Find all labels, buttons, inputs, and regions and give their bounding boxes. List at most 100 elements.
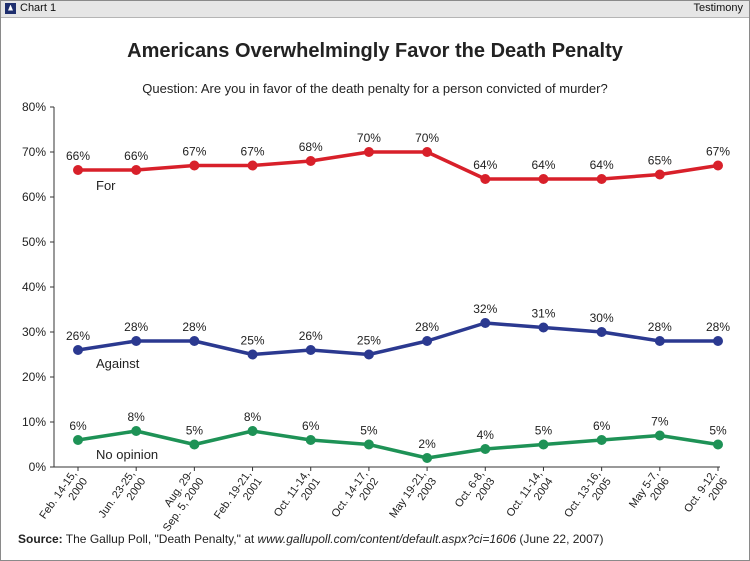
- data-label: 26%: [66, 329, 90, 343]
- y-tick-label: 20%: [22, 370, 46, 384]
- data-label: 28%: [706, 320, 730, 334]
- data-point: [480, 444, 491, 454]
- series-name-label: Against: [96, 356, 140, 371]
- data-point: [305, 156, 316, 166]
- data-label: 6%: [302, 419, 320, 433]
- y-tick-label: 0%: [29, 460, 47, 474]
- y-tick-label: 80%: [22, 100, 46, 114]
- data-point: [73, 165, 83, 175]
- x-tick-label: May 5-7,2006: [627, 468, 672, 510]
- data-label: 6%: [593, 419, 611, 433]
- data-point: [305, 345, 316, 355]
- data-point: [713, 336, 723, 346]
- data-point: [305, 435, 316, 445]
- data-label: 28%: [415, 320, 439, 334]
- data-label: 65%: [648, 154, 672, 168]
- data-label: 67%: [706, 145, 730, 159]
- data-point: [247, 426, 258, 436]
- data-label: 67%: [182, 145, 206, 159]
- data-point: [422, 336, 433, 346]
- data-point: [538, 322, 549, 333]
- data-point: [596, 174, 607, 184]
- series-name-label: For: [96, 178, 116, 193]
- data-point: [538, 439, 549, 450]
- data-point: [480, 318, 491, 328]
- x-tick-label: Oct. 11-14,2001: [272, 468, 323, 519]
- source-note: Source: The Gallup Poll, "Death Penalty,…: [18, 532, 603, 546]
- series-name-label: No opinion: [96, 447, 158, 462]
- series-line-against: [77, 321, 718, 357]
- data-point: [363, 349, 374, 360]
- data-point: [363, 439, 374, 450]
- data-label: 28%: [124, 320, 148, 334]
- y-tick-label: 60%: [22, 190, 46, 204]
- data-label: 4%: [477, 428, 495, 442]
- data-label: 70%: [415, 131, 439, 145]
- lighthouse-icon: [5, 2, 16, 14]
- x-tick-label: Feb. 19-21,2001: [212, 468, 265, 521]
- data-point: [422, 147, 433, 157]
- data-point: [189, 439, 200, 450]
- data-point: [73, 435, 83, 445]
- data-point: [596, 435, 607, 445]
- data-label: 28%: [648, 320, 672, 334]
- data-point: [131, 426, 142, 436]
- data-point: [131, 336, 142, 346]
- data-label: 70%: [357, 131, 381, 145]
- x-tick-label: Oct. 9-12,2006: [682, 468, 730, 514]
- x-tick-label: Oct. 11-14,2004: [504, 468, 555, 519]
- chart-subtitle: Question: Are you in favor of the death …: [142, 81, 608, 96]
- data-point: [189, 336, 200, 346]
- x-tick-label: Oct. 6-8,2003: [453, 468, 498, 509]
- source-label: Source:: [18, 532, 63, 546]
- x-tick-label: Feb. 14-15,2000: [37, 468, 90, 521]
- data-label: 7%: [651, 415, 669, 429]
- data-label: 64%: [473, 158, 497, 172]
- data-label: 5%: [186, 424, 204, 438]
- data-label: 8%: [244, 410, 262, 424]
- x-tick-label: May 19-21,2003: [387, 468, 439, 520]
- data-point: [654, 336, 665, 346]
- y-tick-label: 10%: [22, 415, 46, 429]
- data-point: [654, 430, 665, 441]
- data-point: [654, 169, 665, 180]
- data-label: 25%: [357, 334, 381, 348]
- testimony-label: Testimony: [693, 2, 743, 14]
- data-point: [73, 345, 83, 355]
- data-label: 8%: [128, 410, 146, 424]
- data-point: [247, 349, 258, 360]
- data-label: 6%: [69, 419, 87, 433]
- source-url: www.gallupoll.com/content/default.aspx?c…: [257, 532, 517, 546]
- data-label: 5%: [535, 424, 553, 438]
- series-line-no-opinion: [77, 429, 719, 460]
- source-text-1: The Gallup Poll, "Death Penalty," at: [62, 532, 258, 546]
- data-label: 31%: [531, 307, 555, 321]
- x-tick-label: Oct. 14-17,2002: [329, 468, 381, 519]
- data-label: 28%: [182, 320, 206, 334]
- y-tick-label: 40%: [22, 280, 46, 294]
- data-label: 64%: [590, 158, 614, 172]
- y-tick-label: 70%: [22, 145, 46, 159]
- data-label: 30%: [590, 311, 614, 325]
- data-point: [131, 165, 142, 175]
- x-tick-label: Aug. 29-Sep. 5, 2000: [161, 468, 207, 534]
- data-label: 2%: [418, 437, 436, 451]
- chart-number-label: Chart 1: [20, 2, 57, 14]
- data-point: [422, 453, 433, 463]
- data-point: [189, 160, 200, 171]
- data-label: 66%: [66, 149, 90, 163]
- data-point: [480, 174, 491, 184]
- top-bar: Chart 1 Testimony: [1, 1, 749, 18]
- data-point: [713, 160, 723, 171]
- data-label: 68%: [299, 140, 323, 154]
- chart-title: Americans Overwhelmingly Favor the Death…: [127, 40, 623, 62]
- data-point: [247, 160, 258, 171]
- x-tick-label: Oct. 13-16,2005: [562, 468, 614, 519]
- data-label: 64%: [531, 158, 555, 172]
- y-tick-label: 50%: [22, 235, 46, 249]
- x-tick-label: Jun. 23-25,2000: [96, 468, 148, 520]
- data-point: [363, 147, 374, 157]
- data-label: 5%: [709, 424, 727, 438]
- data-point: [596, 327, 607, 337]
